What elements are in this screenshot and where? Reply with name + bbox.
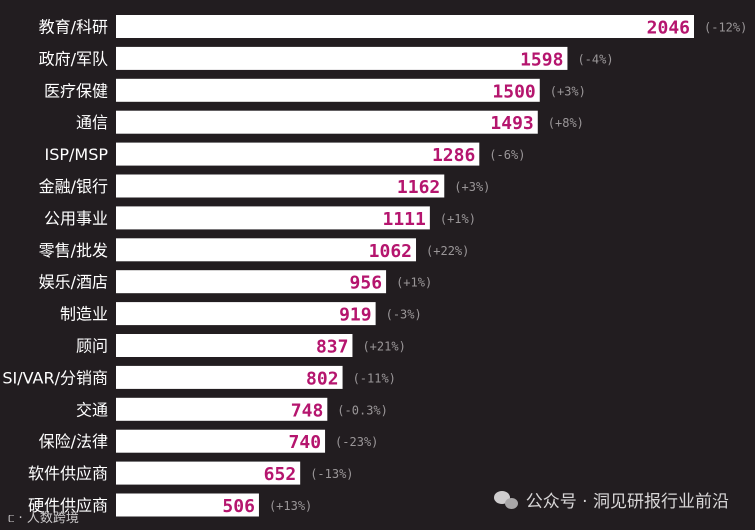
bar: [116, 270, 387, 294]
value-label: 2046: [647, 18, 690, 39]
value-label: 740: [289, 432, 322, 453]
bar: [116, 238, 417, 262]
change-label: (+13%): [269, 499, 312, 513]
change-label: (+1%): [396, 276, 432, 290]
value-label: 1286: [432, 145, 475, 166]
change-label: (+8%): [548, 116, 584, 130]
change-label: (-12%): [704, 21, 747, 35]
watermark-right-text: 公众号 · 洞见研报行业前沿: [525, 492, 729, 512]
watermark-wechat: 公众号 · 洞见研报行业前沿: [493, 487, 729, 512]
change-label: (+1%): [440, 212, 476, 226]
value-label: 748: [291, 400, 324, 421]
category-label: 零售/批发: [39, 241, 108, 260]
value-label: 802: [306, 368, 339, 389]
category-label: 教育/科研: [39, 18, 108, 37]
logo-icon: ᥴ ·: [8, 511, 23, 526]
category-label: 制造业: [60, 305, 108, 324]
change-label: (-3%): [386, 308, 422, 322]
change-label: (-13%): [310, 467, 353, 481]
watermark-left-text: 人数跨境: [26, 511, 79, 526]
bar: [116, 397, 328, 421]
value-label: 1162: [397, 177, 440, 198]
value-label: 1500: [492, 81, 535, 102]
value-label: 956: [350, 273, 383, 294]
value-label: 1111: [383, 209, 426, 230]
value-label: 1598: [520, 49, 563, 70]
bar: [116, 46, 568, 70]
bar: [116, 15, 694, 38]
bar: [116, 110, 538, 134]
value-label: 506: [222, 496, 255, 517]
watermark-left: ᥴ · 人数跨境: [8, 507, 79, 526]
category-label: 政府/军队: [39, 49, 108, 68]
change-label: (-11%): [353, 371, 396, 385]
change-label: (-23%): [335, 435, 378, 449]
category-label: 保险/法律: [39, 432, 108, 451]
bar: [116, 365, 343, 389]
value-label: 919: [339, 305, 372, 326]
category-label: 娱乐/酒店: [39, 273, 108, 292]
change-label: (+21%): [362, 340, 405, 354]
category-label: 软件供应商: [28, 464, 108, 483]
bar: [116, 302, 376, 326]
value-label: 1493: [490, 113, 533, 134]
change-label: (-0.3%): [337, 403, 388, 417]
change-label: (+3%): [550, 84, 586, 98]
value-label: 1062: [369, 241, 412, 262]
bar: [116, 334, 353, 357]
value-label: 837: [316, 337, 349, 358]
bar: [116, 461, 301, 485]
category-label: 顾问: [76, 337, 108, 356]
category-label: 硬件供应商: [28, 496, 108, 515]
bar: [116, 206, 430, 230]
bar: [116, 429, 326, 453]
category-label: 交通: [76, 400, 108, 419]
change-label: (+22%): [426, 244, 469, 258]
change-label: (-4%): [577, 52, 613, 66]
category-label: ISP/MSP: [44, 145, 108, 164]
bar: [116, 174, 445, 198]
category-label: 医疗保健: [44, 81, 108, 100]
bar: [116, 78, 540, 102]
bar: [116, 142, 480, 166]
category-label: 公用事业: [44, 209, 108, 228]
category-label: SI/VAR/分销商: [2, 368, 108, 387]
category-label: 通信: [76, 113, 108, 132]
category-label: 金融/银行: [39, 177, 108, 196]
wechat-icon: [493, 490, 520, 510]
change-label: (+3%): [454, 180, 490, 194]
bar: [116, 493, 259, 517]
change-label: (-6%): [489, 148, 525, 162]
value-label: 652: [264, 464, 297, 485]
